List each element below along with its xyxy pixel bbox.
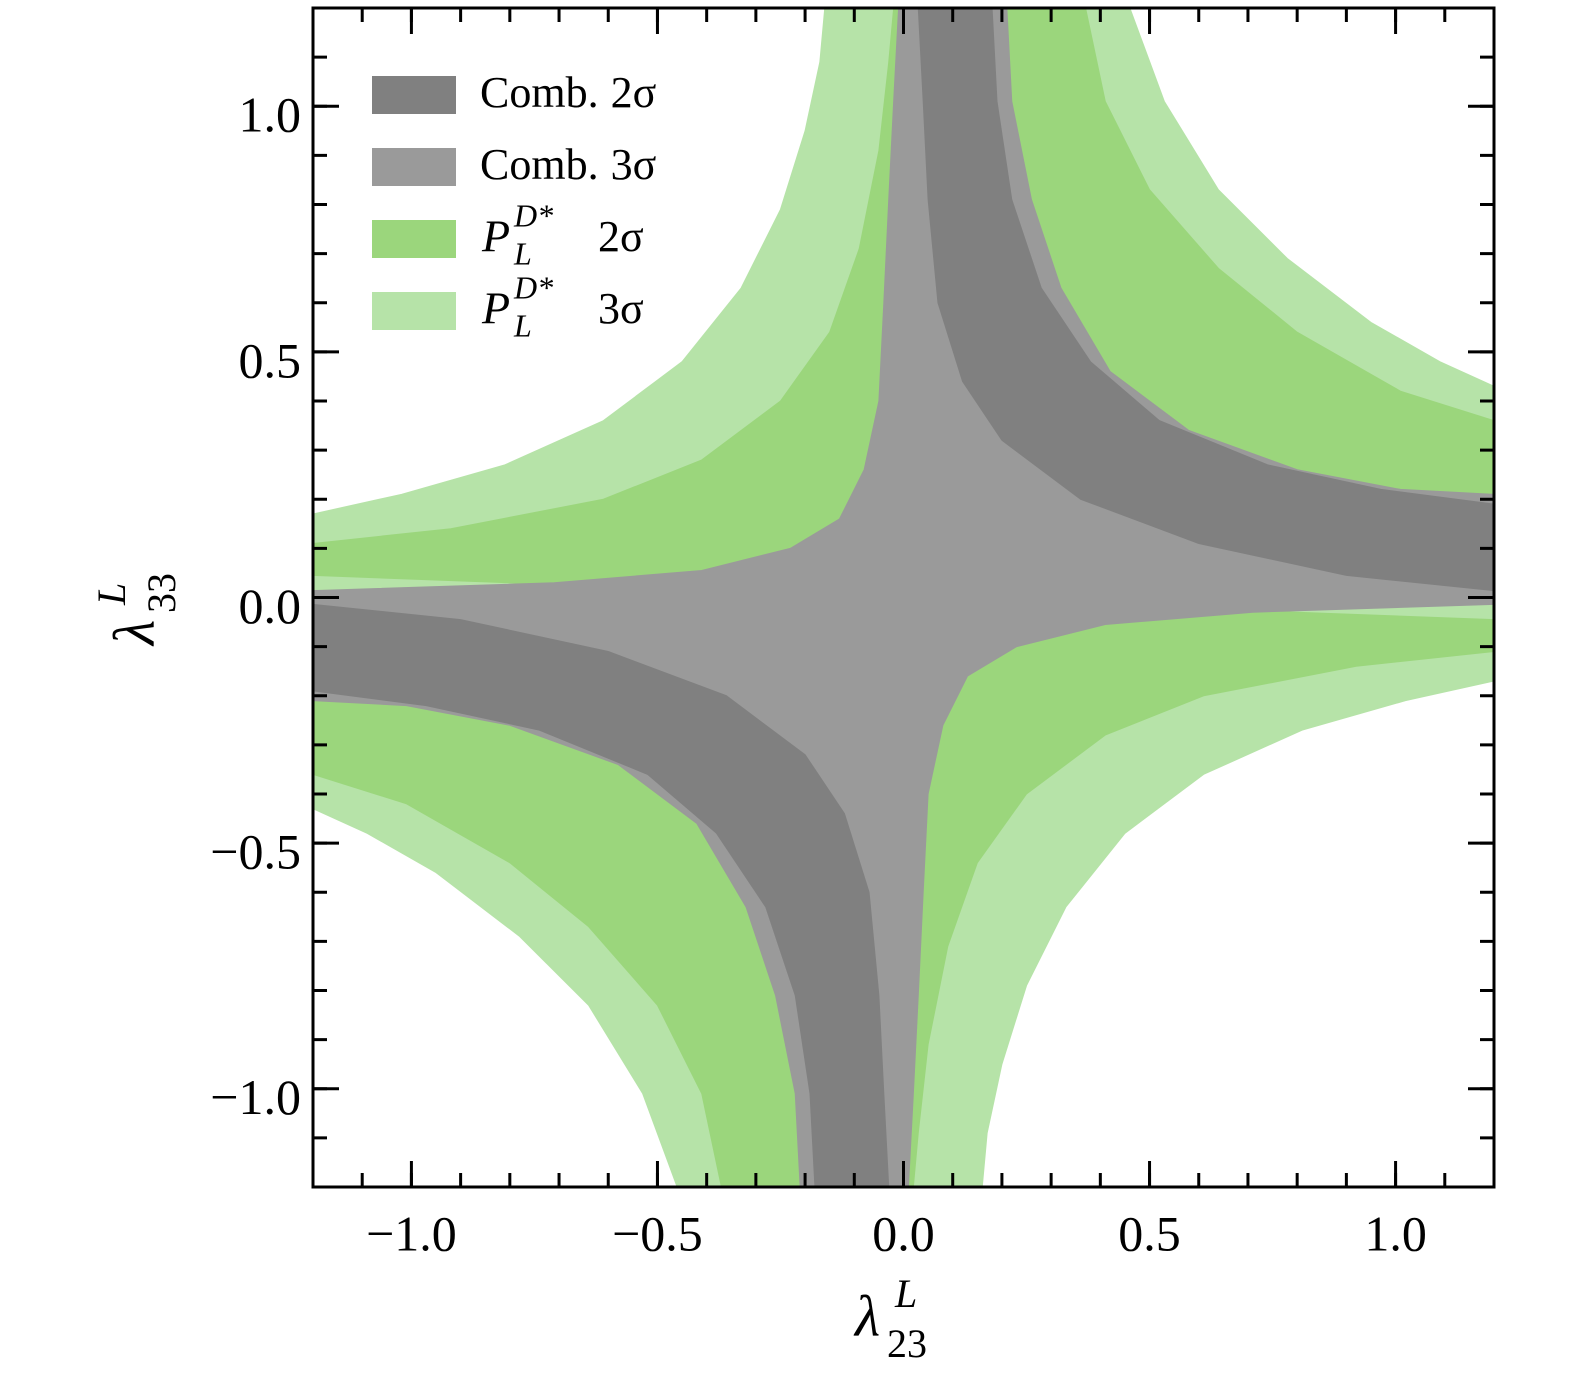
legend-level: 3σ	[598, 284, 644, 333]
legend-level: 3σ	[611, 140, 657, 189]
x-axis-sup: L	[894, 1271, 917, 1316]
y-tick-label: 0.0	[239, 578, 302, 634]
legend-swatch	[372, 292, 456, 330]
legend-name-sub: L	[513, 307, 532, 343]
y-axis-sub: 33	[139, 573, 184, 613]
confidence-region	[313, 8, 1494, 1187]
confidence-region	[917, 8, 1494, 592]
x-tick-label: −0.5	[612, 1205, 703, 1261]
legend-label: Comb. 3σ	[480, 140, 657, 189]
legend-level: 2σ	[598, 212, 644, 261]
confidence-region	[313, 603, 890, 1187]
x-tick-label: −1.0	[366, 1205, 457, 1261]
legend-entry: Comb. 3σ	[480, 140, 657, 189]
x-tick-label: 0.0	[872, 1205, 935, 1261]
legend-entry: P D*L 3σ	[481, 269, 644, 343]
legend-name: P	[481, 211, 510, 262]
y-axis-symbol: λ	[101, 620, 166, 647]
plot-area	[313, 8, 1494, 1187]
legend-label: Comb. 2σ	[480, 68, 657, 117]
x-tick-label: 0.5	[1118, 1205, 1181, 1261]
x-axis-symbol: λ	[853, 1283, 880, 1348]
legend-name-sup: D*	[513, 197, 553, 233]
y-tick-label: −1.0	[210, 1069, 301, 1125]
legend-entry: P D*L 2σ	[481, 197, 644, 271]
legend-swatch	[372, 76, 456, 114]
legend-name: Comb.	[480, 140, 599, 189]
legend-level: 2σ	[611, 68, 657, 117]
legend-entry: Comb. 2σ	[480, 68, 657, 117]
y-axis-sup: L	[89, 583, 134, 606]
x-axis-label: λ L 23	[853, 1271, 927, 1366]
legend-swatch	[372, 148, 456, 186]
x-tick-label: 1.0	[1364, 1205, 1427, 1261]
y-tick-label: 1.0	[239, 87, 302, 143]
y-tick-label: −0.5	[210, 824, 301, 880]
legend-name: Comb.	[480, 68, 599, 117]
legend-name: P	[481, 283, 510, 334]
y-axis-label: λL 33	[89, 573, 184, 647]
x-axis-sub: 23	[887, 1321, 927, 1366]
legend-swatch	[372, 220, 456, 258]
legend-name-sub: L	[513, 235, 532, 271]
legend-name-sup: D*	[513, 269, 553, 305]
y-tick-label: 0.5	[239, 332, 302, 388]
